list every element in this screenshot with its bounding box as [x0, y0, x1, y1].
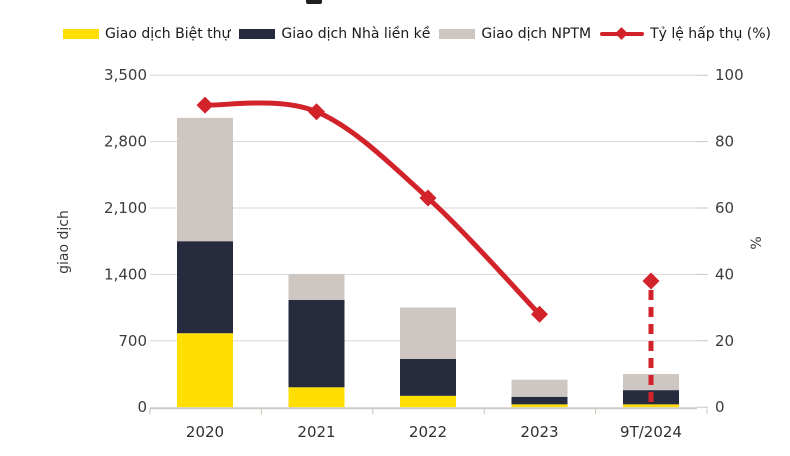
- bar-segment-2021: [288, 387, 345, 408]
- y-tick-label-left: 2,100: [104, 199, 147, 217]
- y-tick-label-right: 40: [715, 265, 734, 283]
- absorption-rate-line: [202, 100, 542, 317]
- y-tick-label-left: 1,400: [104, 265, 147, 283]
- bar-segment-2023: [511, 379, 568, 397]
- left-axis-title: giao dịch: [56, 210, 72, 274]
- y-tick-label-left: 0: [137, 398, 147, 416]
- y-tick-label-right: 100: [715, 66, 744, 84]
- bar-segment-2020: [177, 333, 233, 408]
- x-tick-label: 2022: [409, 423, 447, 441]
- bar-segment-2022: [400, 307, 456, 359]
- legend-item-nha-lien-ke: Giao dịch Nhà liền kề: [239, 25, 430, 43]
- legend: Giao dịch Biệt thự Giao dịch Nhà liền kề…: [63, 25, 790, 43]
- legend-item-biet-thu: Giao dịch Biệt thự: [63, 25, 230, 43]
- y-tick-label-left: 2,800: [104, 133, 147, 151]
- bar-segment-2023: [511, 404, 568, 408]
- bar-segment-2021: [288, 300, 345, 388]
- y-tick-label-right: 0: [715, 398, 725, 416]
- x-tick-label: 9T/2024: [620, 423, 682, 441]
- yellow-square-icon: [63, 29, 99, 39]
- bar-segment-2023: [511, 396, 568, 405]
- diamond-marker-2020: [196, 96, 214, 114]
- diamond-marker-2021: [308, 103, 325, 121]
- legend-label-nptm: Giao dịch NPTM: [481, 26, 592, 42]
- y-tick-label-left: 3,500: [104, 66, 147, 84]
- bar-segment-2022: [400, 358, 456, 396]
- cropped-title-text-fragment: [306, 0, 322, 4]
- diamond-marker-2023: [531, 305, 548, 323]
- y-tick-label-right: 60: [715, 199, 734, 217]
- x-tick-label: 2021: [297, 423, 335, 441]
- diamond-marker-9T/2024: [642, 272, 660, 290]
- diamond-marker-2022: [419, 189, 437, 207]
- right-axis-title: %: [749, 236, 765, 250]
- legend-item-ty-le-hap-thu: Tỷ lệ hấp thụ (%): [600, 25, 771, 43]
- bar-segment-2020: [177, 117, 233, 242]
- line-diamond-icon: [600, 27, 645, 40]
- legend-label-nha-lien-ke: Giao dịch Nhà liền kề: [281, 26, 431, 42]
- bar-segment-2021: [288, 274, 345, 301]
- x-tick-label: 2020: [186, 423, 224, 441]
- gray-square-icon: [439, 29, 476, 39]
- bar-segment-9T/2024: [623, 404, 679, 408]
- legend-item-nptm: Giao dịch NPTM: [439, 25, 591, 43]
- navy-square-icon: [239, 29, 276, 39]
- bar-segment-2020: [177, 241, 233, 334]
- bar-segment-2022: [400, 395, 456, 408]
- y-tick-label-right: 80: [715, 133, 734, 151]
- legend-label-ty-le-hap-thu: Tỷ lệ hấp thụ (%): [650, 26, 772, 42]
- y-tick-label-right: 20: [715, 332, 734, 350]
- legend-label-biet-thu: Giao dịch Biệt thự: [105, 26, 231, 42]
- x-tick-label: 2023: [520, 423, 558, 441]
- y-tick-label-left: 700: [118, 332, 147, 350]
